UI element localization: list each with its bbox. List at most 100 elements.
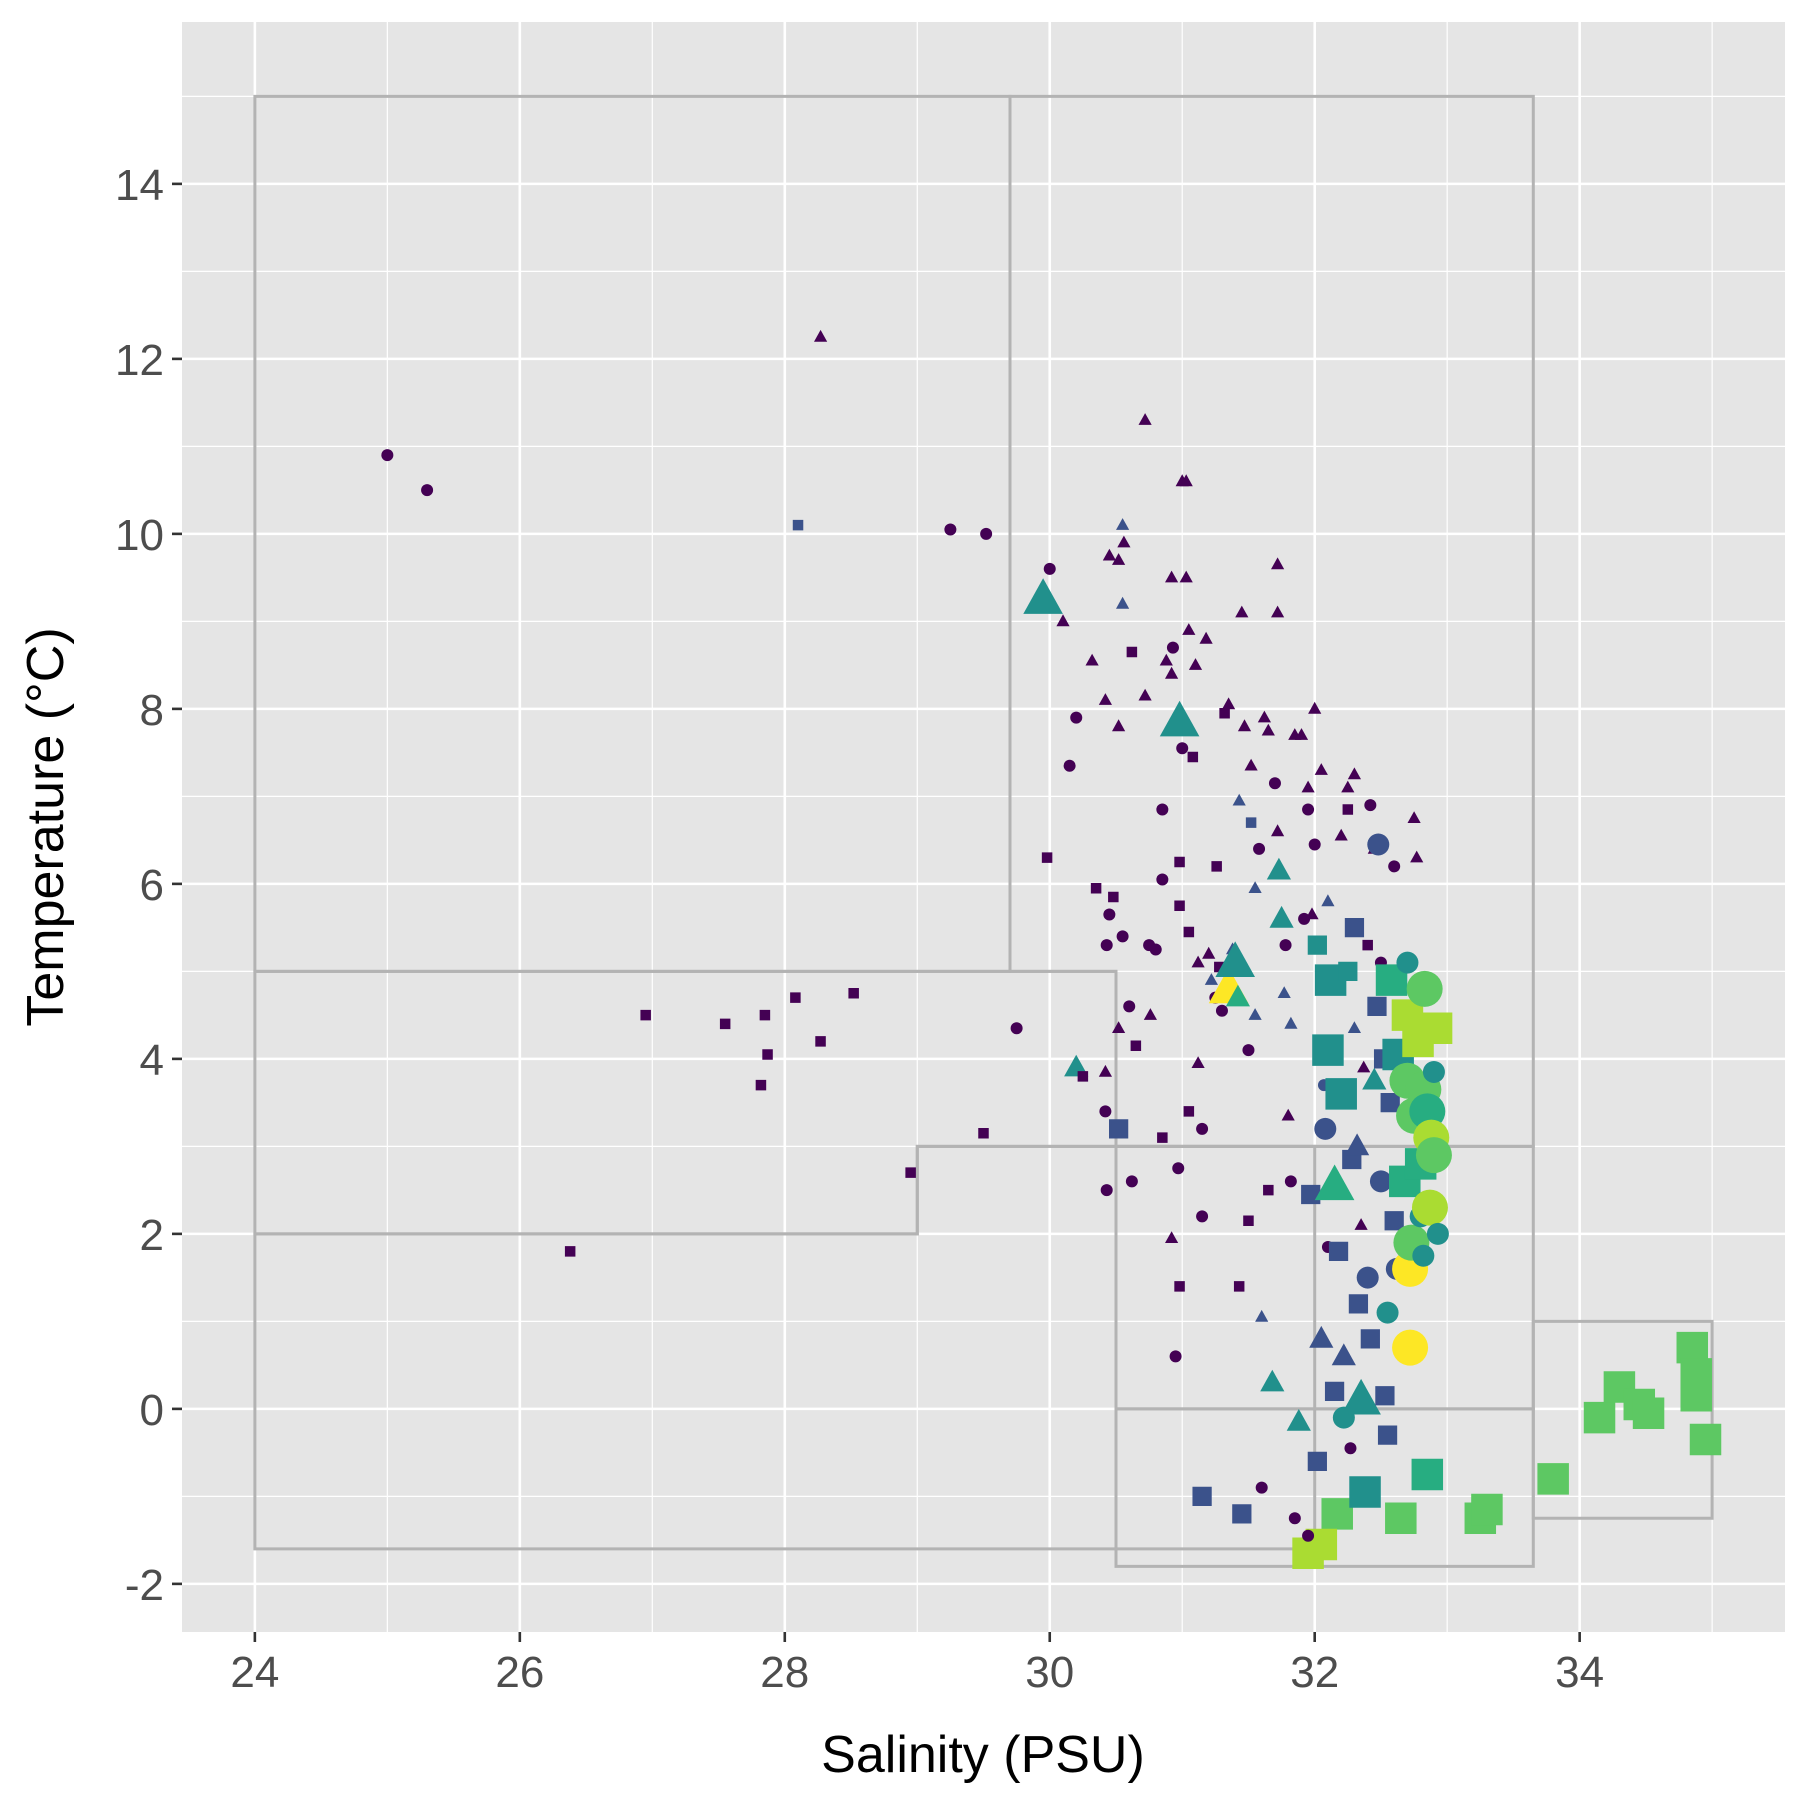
- data-point-triangle: [1116, 518, 1130, 530]
- data-point-square: [1077, 1071, 1089, 1082]
- data-point-triangle: [1347, 1021, 1361, 1033]
- data-point-triangle: [1410, 850, 1424, 863]
- data-point-triangle: [1222, 697, 1236, 710]
- data-point-square: [564, 1246, 576, 1257]
- data-point-circle: [1215, 1004, 1228, 1017]
- data-point-triangle: [1341, 1378, 1381, 1415]
- y-tick-label: 4: [140, 1036, 164, 1085]
- data-point-square: [1126, 646, 1138, 658]
- data-point-triangle: [1165, 666, 1179, 679]
- data-point-square: [1583, 1401, 1616, 1434]
- data-point-square: [790, 992, 801, 1003]
- data-point-triangle: [1305, 907, 1319, 920]
- data-point-triangle: [1138, 688, 1152, 701]
- data-point-square: [848, 988, 859, 999]
- data-point-square: [1348, 1294, 1369, 1314]
- data-point-square: [1219, 708, 1230, 719]
- data-point-circle: [421, 484, 434, 497]
- data-point-square: [1211, 861, 1222, 872]
- data-point-circle: [1253, 842, 1266, 855]
- data-point-triangle: [1116, 596, 1130, 609]
- data-point-square: [1130, 1040, 1142, 1051]
- data-point-triangle: [1347, 767, 1361, 780]
- data-point-circle: [1314, 1117, 1337, 1140]
- data-point-circle: [1388, 860, 1401, 873]
- data-point-square: [755, 1079, 767, 1091]
- y-tick-label: -2: [125, 1561, 164, 1610]
- data-point-square: [1375, 1386, 1395, 1406]
- data-point-square: [792, 519, 804, 531]
- data-point-triangle: [1237, 719, 1252, 732]
- data-point-circle: [1010, 1022, 1023, 1035]
- data-point-triangle: [1138, 413, 1152, 425]
- data-point-square: [978, 1128, 989, 1139]
- data-point-triangle: [1321, 894, 1335, 907]
- data-point-square: [1367, 996, 1387, 1016]
- data-point-circle: [1392, 1329, 1429, 1366]
- data-point-square: [759, 1009, 771, 1021]
- data-point-circle: [1369, 1170, 1392, 1193]
- data-point-square: [1263, 1184, 1274, 1196]
- data-point-circle: [1376, 1301, 1399, 1324]
- data-point-circle: [1298, 912, 1311, 925]
- data-point-square: [1090, 883, 1102, 894]
- data-point-triangle: [1271, 824, 1285, 837]
- data-point-circle: [1415, 1137, 1452, 1174]
- data-point-square: [1324, 1381, 1345, 1401]
- data-point-triangle: [1261, 723, 1275, 736]
- data-point-triangle: [1191, 1056, 1205, 1068]
- data-point-square: [1301, 1184, 1321, 1205]
- data-point-circle: [1284, 1175, 1297, 1188]
- data-point-triangle: [1309, 1325, 1334, 1348]
- x-tick-label: 26: [495, 1648, 544, 1697]
- data-point-triangle: [1085, 653, 1099, 666]
- data-point-triangle: [1314, 1164, 1355, 1201]
- data-point-triangle: [1277, 986, 1291, 998]
- data-point-triangle: [1257, 710, 1271, 723]
- water-mass-regions: [253, 94, 1714, 1568]
- data-point-square: [905, 1167, 916, 1178]
- data-point-circle: [1412, 1244, 1435, 1267]
- data-point-square: [1307, 1451, 1327, 1471]
- data-point-circle: [1100, 1184, 1113, 1197]
- data-point-triangle: [1281, 1108, 1295, 1121]
- data-point-triangle: [1331, 1343, 1356, 1366]
- data-point-triangle: [1188, 658, 1203, 670]
- data-point-triangle: [1362, 1067, 1387, 1090]
- data-point-circle: [980, 527, 993, 540]
- data-point-circle: [1116, 930, 1129, 943]
- data-point-square: [1157, 1132, 1168, 1143]
- plot-panel: [182, 22, 1785, 1632]
- data-point-square: [1385, 1502, 1417, 1534]
- data-point-triangle: [1235, 605, 1249, 618]
- data-point-square: [1183, 1106, 1195, 1117]
- x-axis: 24 26 28 30 32 34: [230, 1632, 1604, 1697]
- data-point-circle: [1172, 1162, 1185, 1175]
- data-point-square: [1338, 961, 1358, 981]
- data-point-square: [1377, 1425, 1398, 1445]
- data-point-triangle: [1098, 1064, 1112, 1077]
- y-tick-label: 6: [140, 861, 164, 910]
- data-point-square: [1411, 1458, 1444, 1491]
- data-point-square: [1689, 1423, 1722, 1456]
- data-point-triangle: [1345, 1133, 1370, 1156]
- data-point-square: [1233, 1281, 1245, 1292]
- x-tick-label: 24: [230, 1648, 279, 1697]
- data-point-triangle: [1260, 1369, 1285, 1392]
- data-point-square: [762, 1049, 773, 1060]
- x-tick-label: 30: [1025, 1648, 1074, 1697]
- data-point-triangle: [1112, 719, 1126, 732]
- data-point-circle: [381, 449, 394, 462]
- y-tick-label: 2: [140, 1211, 164, 1260]
- data-point-circle: [1196, 1122, 1209, 1135]
- data-point-triangle: [1117, 535, 1131, 548]
- data-point-triangle: [1232, 793, 1246, 806]
- data-point-triangle: [1112, 553, 1126, 565]
- data-point-square: [1174, 900, 1185, 911]
- region-outline: [1114, 1407, 1535, 1568]
- data-point-square: [1232, 1504, 1252, 1524]
- data-point-triangle: [1182, 623, 1196, 635]
- data-point-triangle: [1179, 474, 1193, 487]
- data-point-triangle: [1102, 548, 1116, 561]
